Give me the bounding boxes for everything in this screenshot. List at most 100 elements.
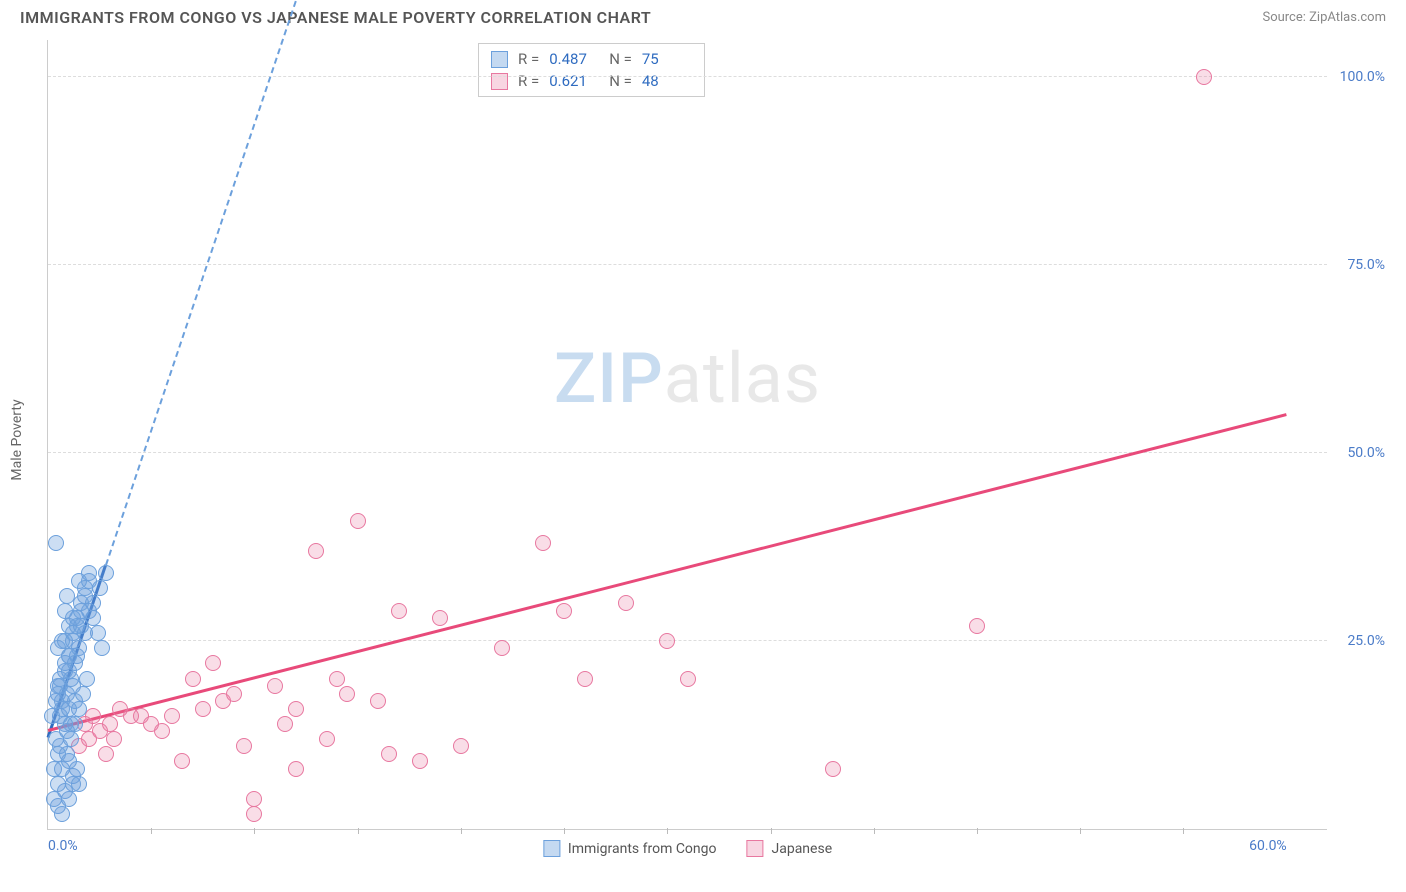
x-minor-tick xyxy=(254,828,255,834)
scatter-point-blue xyxy=(59,588,75,604)
scatter-point-blue xyxy=(59,746,75,762)
scatter-point-blue xyxy=(57,663,73,679)
scatter-point-blue xyxy=(52,678,68,694)
x-minor-tick xyxy=(461,828,462,834)
stats-row-pink: R = 0.621 N = 48 xyxy=(491,70,692,92)
y-tick-label: 50.0% xyxy=(1347,445,1385,461)
chart-container: Male Poverty ZIPatlas R = 0.487 N = 75 R… xyxy=(47,40,1387,840)
scatter-point-blue xyxy=(90,625,106,641)
scatter-point-pink xyxy=(1196,69,1212,85)
scatter-point-blue xyxy=(61,648,77,664)
scatter-point-blue xyxy=(65,633,81,649)
scatter-point-blue xyxy=(65,776,81,792)
scatter-point-pink xyxy=(98,746,114,762)
scatter-point-blue xyxy=(69,618,85,634)
scatter-point-pink xyxy=(825,761,841,777)
x-minor-tick xyxy=(1080,828,1081,834)
x-minor-tick xyxy=(667,828,668,834)
y-tick-label: 100.0% xyxy=(1340,69,1385,85)
scatter-point-pink xyxy=(969,618,985,634)
scatter-point-blue xyxy=(54,806,70,822)
stats-box: R = 0.487 N = 75 R = 0.621 N = 48 xyxy=(478,43,705,97)
scatter-point-blue xyxy=(94,640,110,656)
scatter-point-blue xyxy=(69,761,85,777)
scatter-point-blue xyxy=(81,573,97,589)
scatter-point-pink xyxy=(174,753,190,769)
legend-item-pink: Japanese xyxy=(746,840,832,857)
watermark-zip: ZIP xyxy=(554,338,664,420)
scatter-point-pink xyxy=(267,678,283,694)
stats-row-blue: R = 0.487 N = 75 xyxy=(491,48,692,70)
scatter-point-pink xyxy=(106,731,122,747)
scatter-point-blue xyxy=(77,588,93,604)
scatter-point-pink xyxy=(381,746,397,762)
y-axis-label: Male Poverty xyxy=(9,399,25,480)
chart-title: IMMIGRANTS FROM CONGO VS JAPANESE MALE P… xyxy=(20,8,651,27)
scatter-point-blue xyxy=(48,693,64,709)
scatter-point-pink xyxy=(246,791,262,807)
scatter-point-pink xyxy=(556,603,572,619)
scatter-point-pink xyxy=(185,671,201,687)
square-icon xyxy=(543,840,560,857)
scatter-point-blue xyxy=(85,610,101,626)
gridline-horizontal xyxy=(48,76,1327,77)
plot-area: ZIPatlas R = 0.487 N = 75 R = 0.621 N = … xyxy=(47,40,1327,830)
scatter-point-pink xyxy=(112,701,128,717)
scatter-point-pink xyxy=(370,693,386,709)
scatter-point-pink xyxy=(288,701,304,717)
scatter-point-blue xyxy=(61,791,77,807)
scatter-point-pink xyxy=(195,701,211,717)
x-minor-tick xyxy=(564,828,565,834)
x-minor-tick xyxy=(1183,828,1184,834)
chart-source: Source: ZipAtlas.com xyxy=(1262,10,1386,25)
x-tick-label: 60.0% xyxy=(1249,838,1287,854)
r-label: R = xyxy=(518,50,539,68)
scatter-point-blue xyxy=(48,535,64,551)
scatter-point-blue xyxy=(98,565,114,581)
trend-line-blue-dashed xyxy=(105,0,297,565)
scatter-point-pink xyxy=(535,535,551,551)
scatter-point-pink xyxy=(339,686,355,702)
x-minor-tick xyxy=(358,828,359,834)
x-minor-tick xyxy=(874,828,875,834)
scatter-point-blue xyxy=(71,701,87,717)
n-value-blue: 75 xyxy=(642,50,692,68)
scatter-point-pink xyxy=(205,655,221,671)
trend-line-pink xyxy=(48,413,1287,731)
scatter-point-pink xyxy=(350,513,366,529)
scatter-point-blue xyxy=(75,686,91,702)
scatter-point-pink xyxy=(319,731,335,747)
scatter-point-pink xyxy=(154,723,170,739)
x-minor-tick xyxy=(977,828,978,834)
scatter-point-pink xyxy=(432,610,448,626)
scatter-point-pink xyxy=(412,753,428,769)
scatter-point-blue xyxy=(44,708,60,724)
n-label: N = xyxy=(609,50,632,68)
x-minor-tick xyxy=(771,828,772,834)
legend: Immigrants from Congo Japanese xyxy=(543,840,832,857)
scatter-point-pink xyxy=(133,708,149,724)
scatter-point-pink xyxy=(577,671,593,687)
r-value-blue: 0.487 xyxy=(549,50,599,68)
scatter-point-pink xyxy=(308,543,324,559)
scatter-point-pink xyxy=(494,640,510,656)
legend-label: Immigrants from Congo xyxy=(568,841,717,857)
y-tick-label: 25.0% xyxy=(1347,633,1385,649)
scatter-point-blue xyxy=(67,716,83,732)
scatter-point-pink xyxy=(329,671,345,687)
x-minor-tick xyxy=(151,828,152,834)
gridline-horizontal xyxy=(48,264,1327,265)
x-tick-label: 0.0% xyxy=(48,838,78,854)
scatter-point-pink xyxy=(391,603,407,619)
watermark: ZIPatlas xyxy=(554,338,821,420)
scatter-point-pink xyxy=(277,716,293,732)
scatter-point-blue xyxy=(50,776,66,792)
gridline-horizontal xyxy=(48,640,1327,641)
square-icon xyxy=(746,840,763,857)
scatter-point-pink xyxy=(453,738,469,754)
watermark-atlas: atlas xyxy=(664,338,821,420)
scatter-point-pink xyxy=(618,595,634,611)
scatter-point-pink xyxy=(246,806,262,822)
legend-item-blue: Immigrants from Congo xyxy=(543,840,717,857)
chart-header: IMMIGRANTS FROM CONGO VS JAPANESE MALE P… xyxy=(0,0,1406,31)
